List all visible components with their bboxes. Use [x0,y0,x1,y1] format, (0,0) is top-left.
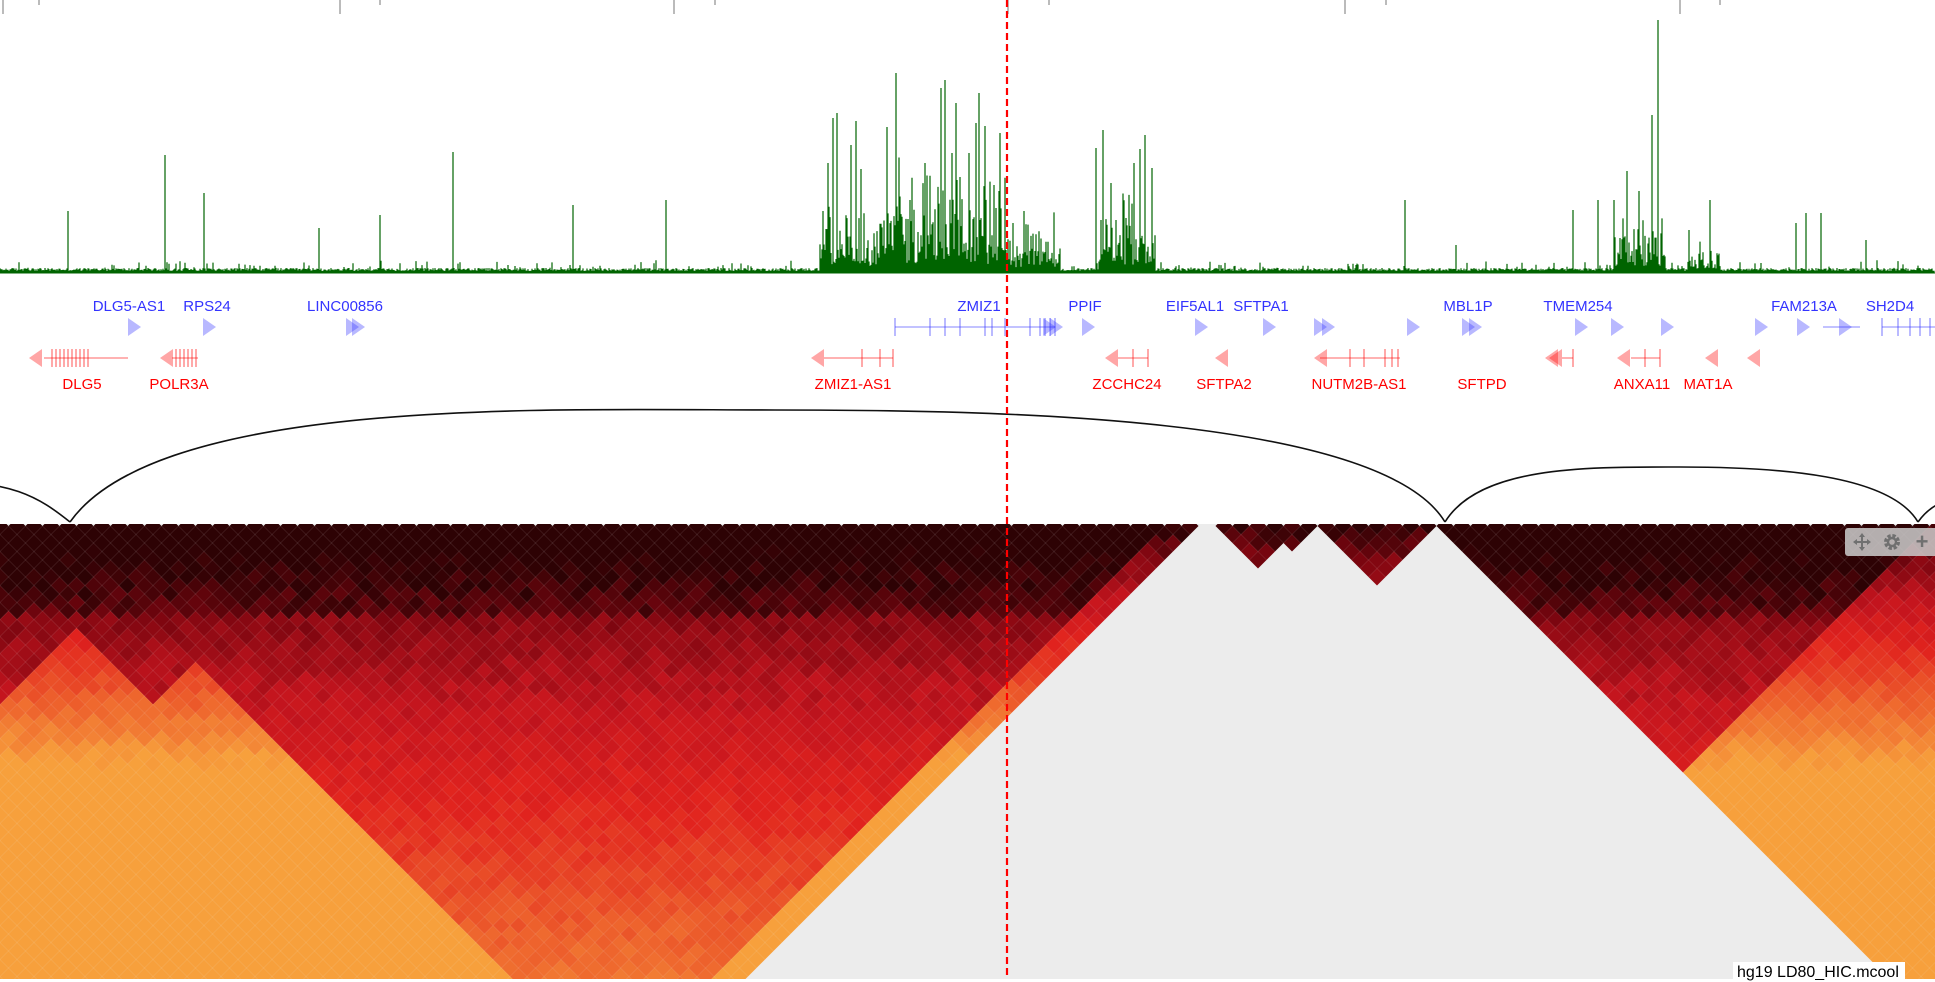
tad-arc [1445,467,1918,522]
tad-arc [1918,498,1935,522]
add-button[interactable]: + [1909,529,1935,555]
gene-label[interactable]: POLR3A [149,376,208,393]
strand-arrow [1705,349,1718,367]
tad-arc [70,409,1445,522]
gene-label[interactable]: EIF5AL1 [1166,298,1224,315]
move-icon [1852,532,1872,552]
track-controls: + [1845,528,1935,556]
strand-arrow [1575,318,1588,336]
strand-arrow [1797,318,1810,336]
strand-arrow [1215,349,1228,367]
gene-label[interactable]: ZMIZ1 [957,298,1000,315]
gene-label[interactable]: NUTM2B-AS1 [1311,376,1406,393]
strand-arrow [1469,318,1482,336]
track-name-label: hg19 LD80_HIC.mcool [1733,962,1905,982]
gene-label[interactable]: MAT1A [1684,376,1733,393]
signal-bars [0,20,1934,273]
gene-label[interactable]: DLG5-AS1 [93,298,166,315]
gene-label[interactable]: MBL1P [1443,298,1492,315]
hic-heatmap[interactable] [0,518,1935,980]
tad-arc [0,482,70,522]
strand-arrow [1050,318,1063,336]
gene-annotation-track: DLG5-AS1 RPS24 LINC00856 ZMIZ1 PPIF EIF5AL1 SF… [29,298,1935,393]
gene-label[interactable]: LINC00856 [307,298,383,315]
strand-arrow [1105,349,1118,367]
gene-label[interactable]: PPIF [1068,298,1101,315]
strand-arrow [1195,318,1208,336]
signal-track [0,20,1935,273]
gene-label[interactable]: SFTPD [1457,376,1506,393]
gene-label[interactable]: TMEM254 [1543,298,1612,315]
settings-button[interactable] [1879,529,1905,555]
gear-icon [1882,532,1902,552]
gene-label[interactable]: FAM213A [1771,298,1837,315]
strand-arrow [1611,318,1624,336]
strand-arrow [1407,318,1420,336]
strand-arrow [203,318,216,336]
gene-label[interactable]: RPS24 [183,298,231,315]
strand-arrow [160,349,173,367]
strand-arrow [811,349,824,367]
gene-label[interactable]: ANXA11 [1614,376,1670,393]
strand-arrow [1755,318,1768,336]
strand-arrow [1747,349,1760,367]
gene-label[interactable]: DLG5 [62,376,101,393]
tad-arc-track [0,409,1935,522]
strand-arrow [29,349,42,367]
move-button[interactable] [1849,529,1875,555]
gene-label[interactable]: SH2D4 [1866,298,1914,315]
strand-arrow [1545,349,1558,367]
strand-arrow [1661,318,1674,336]
gene-label[interactable]: SFTPA1 [1233,298,1289,315]
gene-label[interactable]: SFTPA2 [1196,376,1252,393]
gene-label[interactable]: ZCCHC24 [1092,376,1161,393]
strand-arrow [1082,318,1095,336]
gene-label[interactable]: ZMIZ1-AS1 [815,376,892,393]
strand-arrow [1617,349,1630,367]
strand-arrow [1322,318,1335,336]
strand-arrow [128,318,141,336]
position-ruler [3,0,1720,14]
strand-arrow [1263,318,1276,336]
strand-arrow [352,318,365,336]
